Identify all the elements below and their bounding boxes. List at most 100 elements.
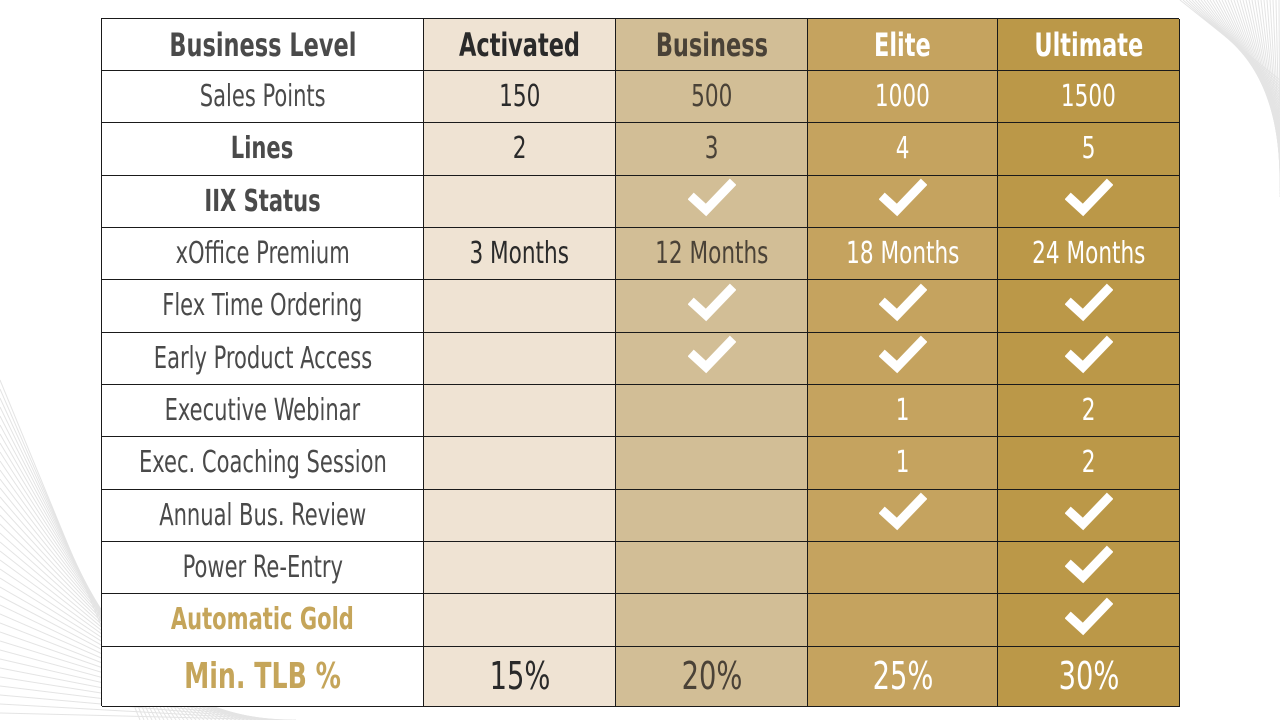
cell-power-re-entry-elite [808,541,998,595]
row-label-text: Automatic Gold [170,602,355,638]
cell-value: 2 [1081,445,1096,481]
cell-power-re-entry-ultimate [998,541,1180,595]
row-label-text: Lines [231,131,294,167]
row-label-text: IIX Status [204,183,321,219]
cell-automatic-gold-business [616,594,808,647]
checkmark-icon [687,282,736,330]
row-label-automatic-gold: Automatic Gold [102,594,424,647]
checkmark-icon [878,491,927,539]
row-label-early-product-access: Early Product Access [102,332,424,385]
row-label-power-re-entry: Power Re-Entry [102,541,424,595]
cell-min-tlb-business: 20% [616,646,808,707]
checkmark-icon [1064,491,1113,539]
cell-min-tlb-ultimate: 30% [998,646,1180,707]
cell-annual-bus-review-ultimate [998,489,1180,542]
row-label-xoffice-premium: xOffice Premium [102,227,424,281]
cell-iix-status-business [616,175,808,228]
row-label-text: xOffice Premium [175,236,350,272]
checkmark-icon [1064,544,1113,592]
cell-power-re-entry-business [616,541,808,595]
row-label-text: Exec. Coaching Session [138,445,387,481]
cell-xoffice-premium-business: 12 Months [616,227,808,281]
row-label-annual-bus-review: Annual Bus. Review [102,489,424,542]
column-header-elite: Elite [808,19,998,71]
checkmark-icon [1064,282,1113,330]
row-label-min-tlb: Min. TLB % [102,646,424,707]
column-header-business-level: Business Level [102,19,424,71]
checkmark-icon [878,177,927,225]
row-label-text: Early Product Access [153,340,372,376]
cell-executive-webinar-business [616,384,808,438]
cell-value: 5 [1081,131,1096,167]
row-label-text: Sales Points [199,79,326,115]
cell-value: 3 [704,131,719,167]
cell-value: 1500 [1061,79,1116,115]
checkmark-icon [878,334,927,382]
row-label-text: Executive Webinar [164,393,361,429]
cell-value: 30% [1058,654,1119,699]
cell-value: 25% [872,654,933,699]
cell-value: 1 [895,393,910,429]
cell-executive-webinar-elite: 1 [808,384,998,438]
checkmark-icon [1064,334,1113,382]
cell-xoffice-premium-activated: 3 Months [424,227,616,281]
cell-annual-bus-review-elite [808,489,998,542]
cell-value: 4 [895,131,910,167]
cell-early-product-access-business [616,332,808,385]
cell-sales-points-elite: 1000 [808,71,998,124]
cell-value: 18 Months [845,236,960,272]
column-header-label: Business [655,25,768,64]
cell-value: 2 [512,131,527,167]
cell-value: 12 Months [654,236,769,272]
cell-early-product-access-elite [808,332,998,385]
checkmark-icon [878,282,927,330]
cell-value: 1 [895,445,910,481]
cell-sales-points-activated: 150 [424,71,616,124]
row-label-executive-webinar: Executive Webinar [102,384,424,438]
cell-flex-time-ordering-ultimate [998,280,1180,333]
cell-iix-status-ultimate [998,175,1180,228]
cell-min-tlb-activated: 15% [424,646,616,707]
cell-exec-coaching-session-elite: 1 [808,437,998,490]
cell-power-re-entry-activated [424,541,616,595]
checkmark-icon [687,334,736,382]
cell-sales-points-ultimate: 1500 [998,71,1180,124]
cell-xoffice-premium-ultimate: 24 Months [998,227,1180,281]
cell-value: 500 [690,79,733,115]
column-header-activated: Activated [424,19,616,71]
cell-automatic-gold-elite [808,594,998,647]
cell-automatic-gold-ultimate [998,594,1180,647]
cell-lines-elite: 4 [808,123,998,176]
cell-exec-coaching-session-activated [424,437,616,490]
checkmark-icon [1064,596,1113,644]
cell-executive-webinar-activated [424,384,616,438]
cell-early-product-access-ultimate [998,332,1180,385]
row-label-iix-status: IIX Status [102,175,424,228]
row-label-text: Power Re-Entry [182,550,343,586]
cell-flex-time-ordering-business [616,280,808,333]
row-label-exec-coaching-session: Exec. Coaching Session [102,437,424,490]
row-label-lines: Lines [102,123,424,176]
column-header-label: Activated [459,25,580,64]
row-label-text: Min. TLB % [184,655,341,697]
cell-value: 20% [681,654,742,699]
cell-value: 150 [498,79,541,115]
checkmark-icon [687,177,736,225]
cell-flex-time-ordering-elite [808,280,998,333]
cell-iix-status-activated [424,175,616,228]
cell-flex-time-ordering-activated [424,280,616,333]
column-header-business: Business [616,19,808,71]
cell-lines-business: 3 [616,123,808,176]
row-label-sales-points: Sales Points [102,71,424,124]
cell-value: 2 [1081,393,1096,429]
column-header-label: Business Level [168,25,357,64]
cell-iix-status-elite [808,175,998,228]
cell-early-product-access-activated [424,332,616,385]
cell-xoffice-premium-elite: 18 Months [808,227,998,281]
cell-value: 15% [489,654,550,699]
cell-value: 1000 [875,79,930,115]
column-header-ultimate: Ultimate [998,19,1180,71]
cell-executive-webinar-ultimate: 2 [998,384,1180,438]
cell-annual-bus-review-business [616,489,808,542]
cell-lines-activated: 2 [424,123,616,176]
